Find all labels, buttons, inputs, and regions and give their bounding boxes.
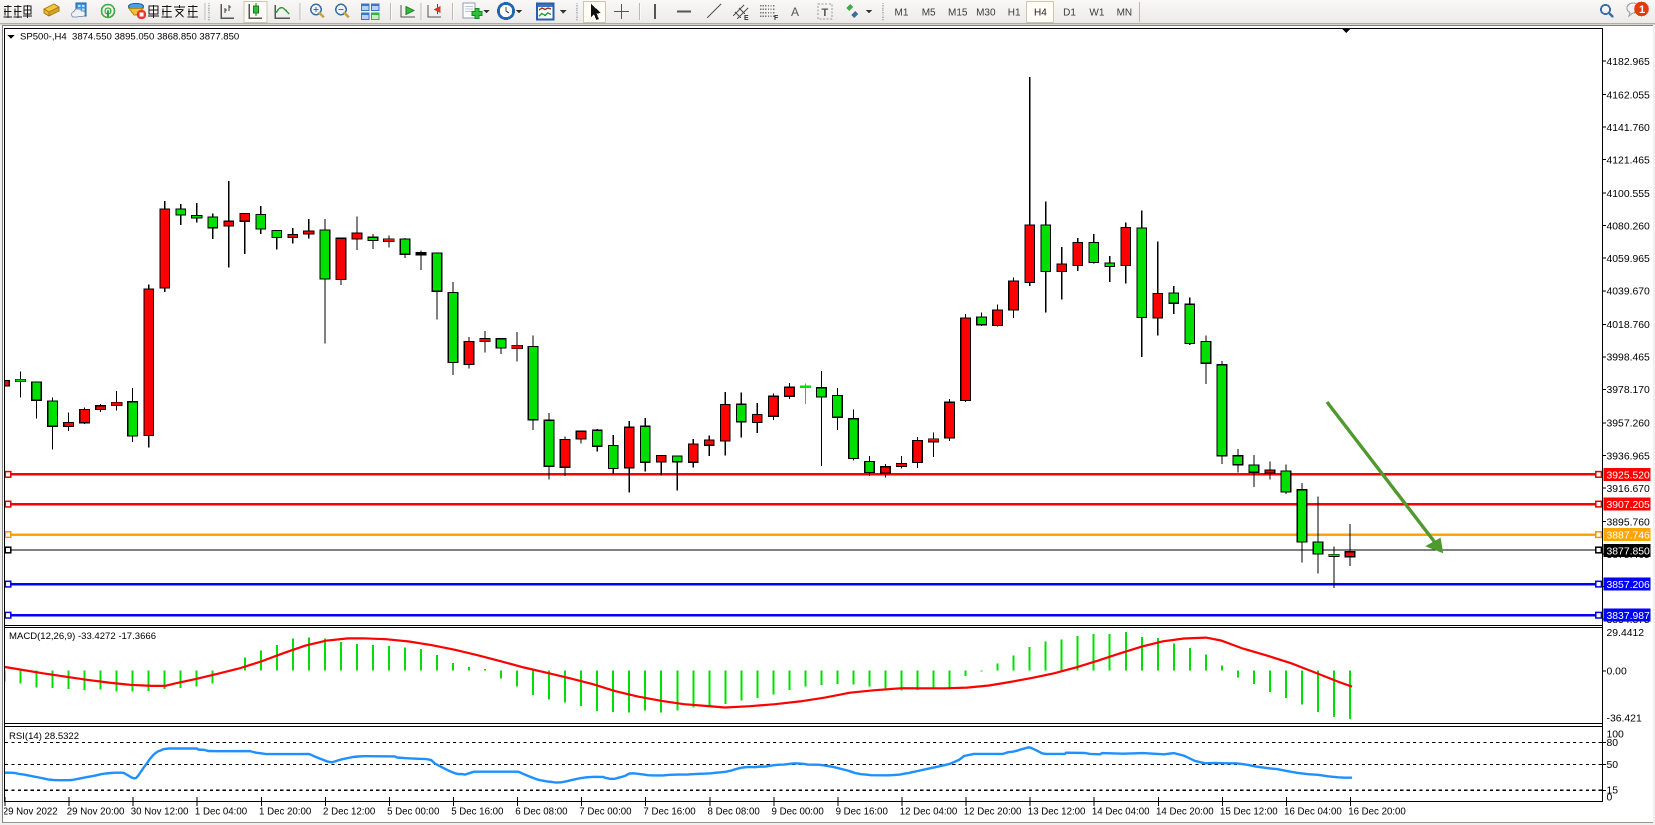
svg-text:4059.965: 4059.965 bbox=[1607, 254, 1651, 265]
svg-text:MACD(12,26,9) -33.4272 -17.366: MACD(12,26,9) -33.4272 -17.3666 bbox=[9, 631, 156, 642]
svg-text:M1: M1 bbox=[895, 8, 909, 19]
svg-text:13 Dec 12:00: 13 Dec 12:00 bbox=[1028, 806, 1086, 817]
svg-text:SP500-,H4 3874.550 3895.050 3: SP500-,H4 3874.550 3895.050 3868.850 387… bbox=[20, 32, 239, 43]
svg-text:3998.465: 3998.465 bbox=[1607, 353, 1651, 364]
svg-text:D1: D1 bbox=[1063, 8, 1076, 19]
svg-text:14 Dec 04:00: 14 Dec 04:00 bbox=[1092, 806, 1150, 817]
svg-text:3877.850: 3877.850 bbox=[1607, 546, 1651, 557]
svg-text:6 Dec 08:00: 6 Dec 08:00 bbox=[515, 806, 568, 817]
svg-text:1: 1 bbox=[1639, 4, 1645, 16]
svg-text:4121.465: 4121.465 bbox=[1607, 155, 1651, 166]
svg-text:16 Dec 20:00: 16 Dec 20:00 bbox=[1348, 806, 1406, 817]
svg-text:80: 80 bbox=[1607, 738, 1619, 749]
svg-text:M30: M30 bbox=[976, 8, 996, 19]
svg-text:50: 50 bbox=[1607, 760, 1619, 771]
svg-text:9 Dec 00:00: 9 Dec 00:00 bbox=[772, 806, 825, 817]
svg-text:T: T bbox=[822, 7, 829, 19]
svg-text:0.00: 0.00 bbox=[1607, 667, 1627, 678]
svg-text:3895.760: 3895.760 bbox=[1607, 517, 1651, 528]
svg-text:1 Dec 20:00: 1 Dec 20:00 bbox=[259, 806, 312, 817]
svg-text:3936.965: 3936.965 bbox=[1607, 451, 1651, 462]
svg-text:5 Dec 16:00: 5 Dec 16:00 bbox=[451, 806, 504, 817]
svg-text:16 Dec 04:00: 16 Dec 04:00 bbox=[1284, 806, 1342, 817]
svg-text:5 Dec 00:00: 5 Dec 00:00 bbox=[387, 806, 440, 817]
svg-text:H1: H1 bbox=[1008, 8, 1021, 19]
svg-text:9 Dec 16:00: 9 Dec 16:00 bbox=[836, 806, 889, 817]
svg-text:29 Nov 20:00: 29 Nov 20:00 bbox=[67, 806, 125, 817]
svg-text:1 Dec 04:00: 1 Dec 04:00 bbox=[195, 806, 248, 817]
svg-text:4162.055: 4162.055 bbox=[1607, 90, 1651, 101]
svg-text:MN: MN bbox=[1117, 8, 1133, 19]
svg-text:3857.206: 3857.206 bbox=[1607, 580, 1651, 591]
svg-text:4182.965: 4182.965 bbox=[1607, 57, 1651, 68]
svg-text:7 Dec 16:00: 7 Dec 16:00 bbox=[643, 806, 696, 817]
svg-text:12 Dec 20:00: 12 Dec 20:00 bbox=[964, 806, 1022, 817]
svg-text:RSI(14) 28.5322: RSI(14) 28.5322 bbox=[9, 731, 79, 742]
svg-text:3978.170: 3978.170 bbox=[1607, 385, 1651, 396]
svg-text:-36.421: -36.421 bbox=[1607, 714, 1642, 725]
svg-text:3916.670: 3916.670 bbox=[1607, 484, 1651, 495]
svg-text:7 Dec 00:00: 7 Dec 00:00 bbox=[579, 806, 632, 817]
svg-text:F: F bbox=[774, 15, 779, 22]
svg-text:15 Dec 12:00: 15 Dec 12:00 bbox=[1220, 806, 1278, 817]
svg-text:29.4412: 29.4412 bbox=[1607, 628, 1645, 639]
svg-text:4080.260: 4080.260 bbox=[1607, 222, 1651, 233]
svg-text:W1: W1 bbox=[1089, 8, 1104, 19]
svg-text:3907.205: 3907.205 bbox=[1607, 500, 1651, 511]
svg-text:100: 100 bbox=[1607, 730, 1625, 741]
svg-text:3887.746: 3887.746 bbox=[1607, 531, 1651, 542]
svg-text:M5: M5 bbox=[922, 8, 936, 19]
svg-text:12 Dec 04:00: 12 Dec 04:00 bbox=[900, 806, 958, 817]
svg-text:29 Nov 2022: 29 Nov 2022 bbox=[3, 806, 58, 817]
svg-text:4039.670: 4039.670 bbox=[1607, 287, 1651, 298]
svg-text:M15: M15 bbox=[948, 8, 968, 19]
svg-text:4100.555: 4100.555 bbox=[1607, 189, 1651, 200]
svg-text:0: 0 bbox=[1607, 793, 1613, 804]
svg-text:H4: H4 bbox=[1034, 8, 1047, 19]
svg-text:4141.760: 4141.760 bbox=[1607, 123, 1651, 134]
svg-text:3957.260: 3957.260 bbox=[1607, 419, 1651, 430]
svg-text:4018.760: 4018.760 bbox=[1607, 320, 1651, 331]
svg-text:A: A bbox=[791, 5, 799, 19]
svg-text:8 Dec 08:00: 8 Dec 08:00 bbox=[708, 806, 761, 817]
svg-text:3837.987: 3837.987 bbox=[1607, 611, 1651, 622]
svg-text:15: 15 bbox=[1607, 786, 1619, 797]
svg-text:14 Dec 20:00: 14 Dec 20:00 bbox=[1156, 806, 1214, 817]
svg-text:3925.520: 3925.520 bbox=[1607, 470, 1651, 481]
svg-text:E: E bbox=[744, 15, 749, 22]
svg-text:2 Dec 12:00: 2 Dec 12:00 bbox=[323, 806, 376, 817]
svg-text:30 Nov 12:00: 30 Nov 12:00 bbox=[131, 806, 189, 817]
